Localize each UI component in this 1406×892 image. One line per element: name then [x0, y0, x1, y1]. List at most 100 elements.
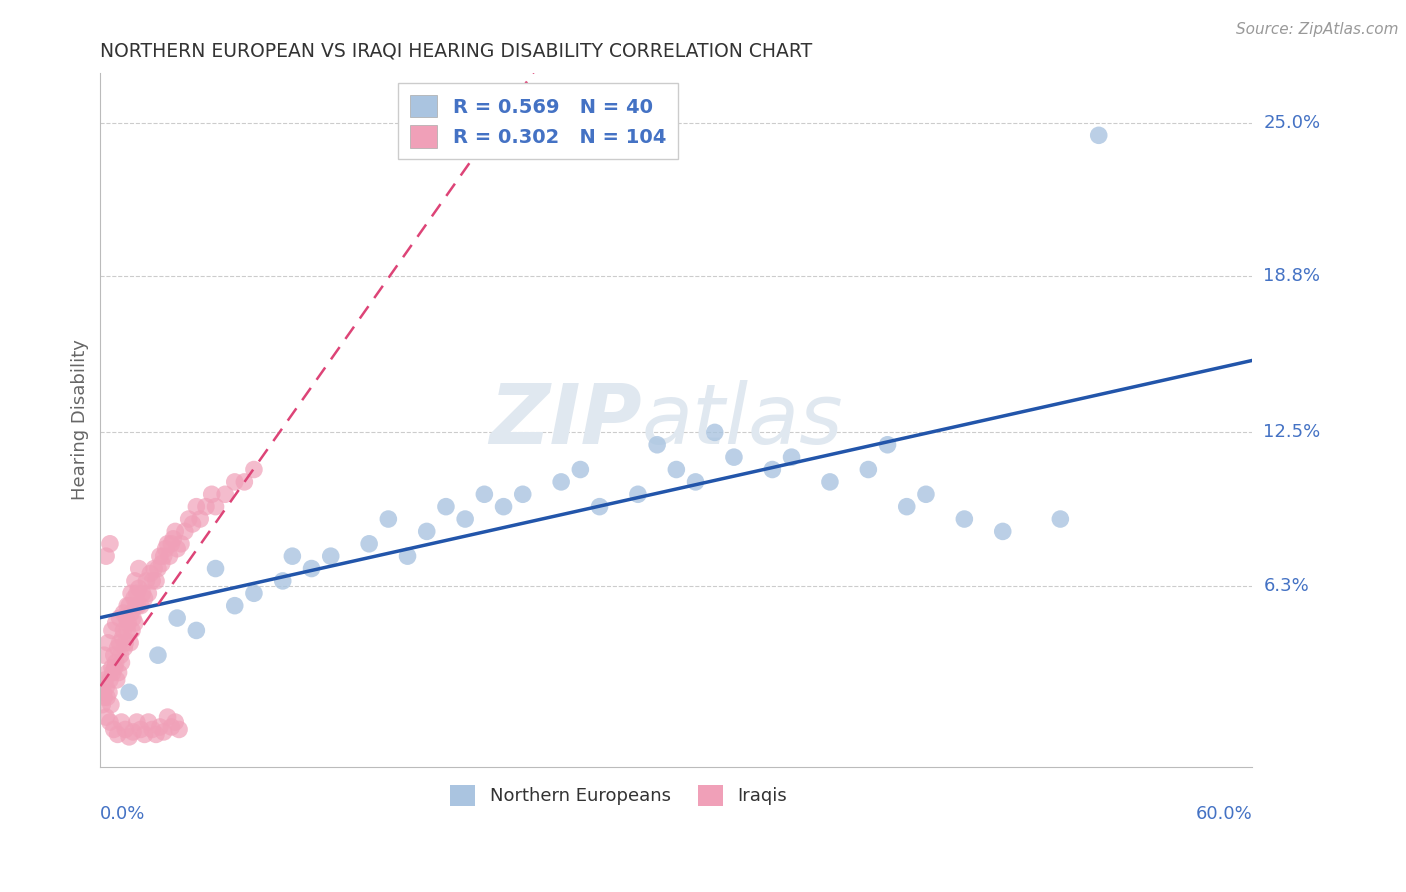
Point: [91, 685, 114, 699]
Point: [152, 725, 174, 739]
Point: [131, 586, 153, 600]
Point: [112, 624, 135, 638]
Point: [104, 656, 127, 670]
Point: [103, 648, 125, 663]
Text: 18.8%: 18.8%: [1264, 268, 1320, 285]
Point: [103, 723, 125, 737]
Text: ZIP: ZIP: [489, 379, 641, 460]
Point: [162, 532, 184, 546]
Point: [181, 516, 204, 531]
Point: [124, 574, 146, 588]
Point: [858, 462, 880, 476]
Text: 6.3%: 6.3%: [1264, 577, 1309, 595]
Legend: Northern Europeans, Iraqis: Northern Europeans, Iraqis: [443, 778, 794, 813]
Point: [112, 606, 135, 620]
Point: [165, 714, 187, 729]
Point: [416, 524, 439, 539]
Point: [243, 586, 266, 600]
Point: [98, 685, 121, 699]
Point: [115, 624, 138, 638]
Point: [953, 512, 976, 526]
Point: [134, 727, 156, 741]
Point: [186, 500, 208, 514]
Point: [472, 487, 495, 501]
Point: [118, 599, 141, 613]
Point: [319, 549, 342, 564]
Point: [224, 599, 246, 613]
Point: [128, 582, 150, 596]
Point: [107, 640, 129, 655]
Point: [105, 673, 128, 687]
Point: [146, 648, 169, 663]
Point: [569, 462, 592, 476]
Point: [141, 723, 163, 737]
Point: [150, 557, 173, 571]
Point: [115, 611, 138, 625]
Point: [146, 561, 169, 575]
Point: [194, 500, 217, 514]
Point: [104, 660, 127, 674]
Point: [93, 648, 115, 663]
Point: [129, 723, 152, 737]
Point: [135, 574, 157, 588]
Point: [125, 714, 148, 729]
Point: [118, 730, 141, 744]
Point: [94, 549, 117, 564]
Point: [96, 690, 118, 705]
Point: [588, 500, 610, 514]
Point: [110, 714, 132, 729]
Point: [780, 450, 803, 464]
Text: atlas: atlas: [641, 379, 844, 460]
Point: [188, 512, 211, 526]
Point: [115, 599, 138, 613]
Point: [876, 438, 898, 452]
Point: [120, 636, 142, 650]
Point: [122, 725, 145, 739]
Text: 0.0%: 0.0%: [100, 805, 146, 823]
Point: [159, 549, 181, 564]
Point: [761, 462, 783, 476]
Point: [186, 624, 208, 638]
Point: [204, 500, 226, 514]
Point: [149, 720, 172, 734]
Point: [166, 541, 188, 556]
Text: 12.5%: 12.5%: [1264, 424, 1320, 442]
Point: [201, 487, 224, 501]
Point: [98, 714, 121, 729]
Point: [100, 698, 122, 712]
Point: [550, 475, 572, 489]
Point: [122, 591, 145, 606]
Point: [156, 537, 179, 551]
Text: 25.0%: 25.0%: [1264, 114, 1320, 132]
Point: [160, 720, 183, 734]
Point: [177, 512, 200, 526]
Point: [128, 561, 150, 575]
Point: [271, 574, 294, 588]
Point: [134, 591, 156, 606]
Point: [107, 665, 129, 680]
Point: [233, 475, 256, 489]
Point: [434, 500, 457, 514]
Point: [94, 673, 117, 687]
Point: [165, 524, 187, 539]
Point: [97, 636, 120, 650]
Point: [149, 549, 172, 564]
Point: [645, 438, 668, 452]
Point: [129, 599, 152, 613]
Point: [396, 549, 419, 564]
Point: [125, 586, 148, 600]
Point: [98, 673, 121, 687]
Point: [359, 537, 381, 551]
Point: [915, 487, 938, 501]
Point: [120, 606, 142, 620]
Point: [155, 541, 177, 556]
Point: [117, 615, 139, 630]
Y-axis label: Hearing Disability: Hearing Disability: [72, 340, 89, 500]
Point: [101, 624, 124, 638]
Point: [167, 723, 190, 737]
Point: [112, 640, 135, 655]
Point: [818, 475, 841, 489]
Point: [627, 487, 650, 501]
Point: [492, 500, 515, 514]
Point: [173, 524, 195, 539]
